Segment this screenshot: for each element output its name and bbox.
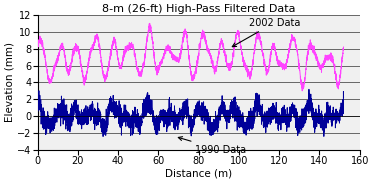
Text: 2002 Data: 2002 Data bbox=[232, 18, 300, 47]
Title: 8-m (26-ft) High-Pass Filtered Data: 8-m (26-ft) High-Pass Filtered Data bbox=[102, 4, 295, 14]
Text: 1990 Data: 1990 Data bbox=[178, 137, 246, 155]
Y-axis label: Elevation (mm): Elevation (mm) bbox=[4, 42, 14, 122]
X-axis label: Distance (m): Distance (m) bbox=[165, 169, 232, 179]
